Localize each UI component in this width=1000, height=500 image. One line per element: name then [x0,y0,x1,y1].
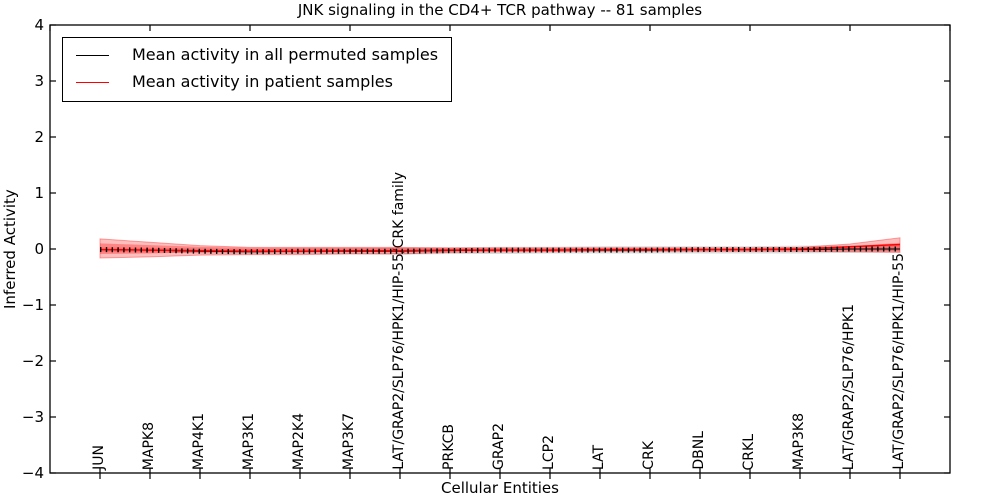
patient-std-band-inner [100,242,900,255]
x-category-label: DBNL [691,431,707,470]
y-tick-label: 3 [34,72,44,90]
permuted-std-band [100,245,900,255]
x-category-label: LAT/GRAP2/SLP76/HPK1/HIP-55 [891,253,907,470]
x-category-label: MAP3K7 [341,412,357,470]
x-axis-label: Cellular Entities [441,479,559,497]
patient-mean-line [99,243,901,252]
y-tick-label: 0 [34,240,44,258]
legend-label: Mean activity in all permuted samples [132,45,439,64]
x-category-label: MAP2K4 [291,412,307,470]
y-tick-label: −1 [21,296,44,314]
x-category-label: JUN [91,445,107,470]
x-category-label: MAP3K8 [791,412,807,470]
x-category-label: MAPK8 [141,421,157,470]
x-category-label: LAT [591,444,607,470]
y-tick-label: 1 [34,184,44,202]
x-category-label: LCP2 [541,435,557,470]
y-tick-label: −3 [21,408,44,426]
x-category-label: LAT/GRAP2/SLP76/HPK1/HIP-55/CRK family [391,172,407,470]
y-tick-label: 4 [34,16,44,34]
legend-entry-permuted: Mean activity in all permuted samples [76,45,439,64]
legend-label: Mean activity in patient samples [132,72,393,92]
x-category-label: PRKCB [441,424,457,470]
x-category-label: GRAP2 [491,423,507,470]
x-category-label: CRKL [741,433,757,470]
x-category-label: MAP4K1 [191,412,207,470]
y-tick-label: −2 [21,352,44,370]
chart-title: JNK signaling in the CD4+ TCR pathway --… [297,1,703,19]
y-tick-label: −4 [21,464,44,482]
x-category-label: MAP3K1 [241,412,257,470]
permuted-mean-line [99,248,900,253]
y-tick-label: 2 [34,128,44,146]
legend-line-black [76,54,109,56]
legend-line-red [76,82,109,84]
x-category-label: CRK [641,441,657,470]
patient-std-band-outer [99,237,901,259]
permuted-line-markers [99,246,900,255]
legend-entry-patient: Mean activity in patient samples [76,72,438,92]
x-category-label: LAT/GRAP2/SLP76/HPK1 [841,303,857,470]
legend: Mean activity in all permuted samples Me… [62,37,453,102]
